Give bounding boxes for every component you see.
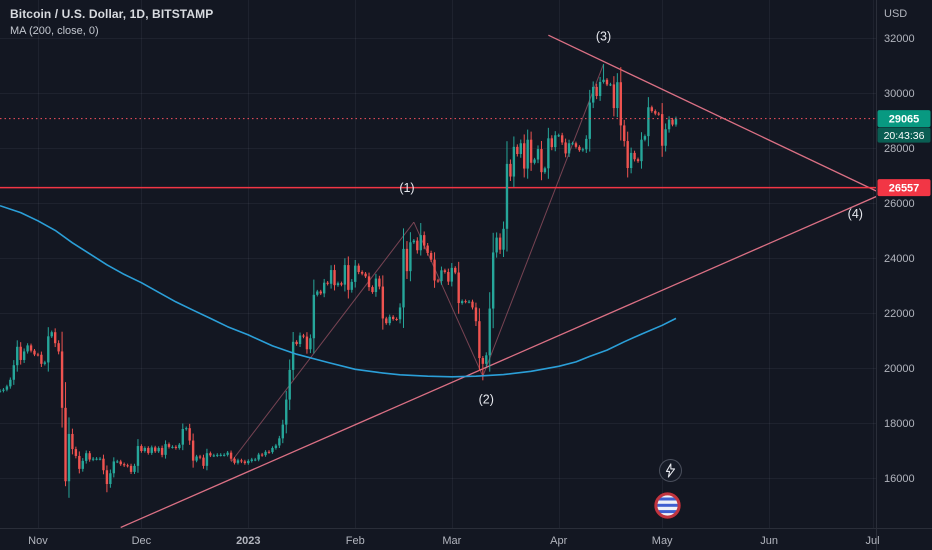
quick-trade-button[interactable]: [659, 459, 682, 482]
price-tick-label: 18000: [884, 418, 915, 430]
currency-label[interactable]: USD: [884, 8, 907, 20]
current-price-badge: 29065 20:43:36: [877, 110, 931, 143]
time-tick-label: Jun: [760, 535, 778, 547]
svg-text:(4): (4): [848, 207, 863, 221]
time-tick-label: May: [652, 535, 673, 547]
time-tick-label: Feb: [346, 535, 365, 547]
price-tick-label: 26000: [884, 198, 915, 210]
svg-text:26557: 26557: [889, 183, 920, 195]
time-tick-label: Jul: [866, 535, 880, 547]
wave-zigzag-lines[interactable]: [230, 63, 605, 463]
price-tick-label: 32000: [884, 33, 915, 45]
price-tick-label: 28000: [884, 143, 915, 155]
svg-text:(3): (3): [596, 30, 611, 44]
descending-resistance-trendline[interactable]: [548, 34, 889, 197]
price-tick-label: 30000: [884, 88, 915, 100]
broker-logo-button[interactable]: [653, 491, 682, 520]
lightning-bolt-icon: [665, 463, 676, 478]
time-tick-label: Nov: [28, 535, 48, 547]
time-axis[interactable]: Nov Dec 2023 Feb Mar Apr May Jun Jul: [28, 535, 879, 547]
candlestick-series: [0, 64, 678, 498]
alert-level-badge: 26557: [877, 179, 931, 197]
brand-roundel-icon: [654, 492, 681, 519]
svg-text:29065: 29065: [889, 114, 920, 126]
time-tick-label: Mar: [442, 535, 461, 547]
time-tick-label: Dec: [132, 535, 152, 547]
svg-text:(1): (1): [399, 181, 414, 195]
time-tick-label: Apr: [550, 535, 567, 547]
svg-text:(2): (2): [479, 393, 494, 407]
price-tick-label: 16000: [884, 473, 915, 485]
price-tick-label: 24000: [884, 253, 915, 265]
grid-lines: [0, 0, 876, 528]
ascending-support-trendline[interactable]: [120, 191, 890, 528]
price-tick-label: 20000: [884, 363, 915, 375]
countdown-timer: 20:43:36: [884, 130, 925, 142]
time-tick-label: 2023: [236, 535, 260, 547]
plot-area[interactable]: (1) (2) (3) (4): [0, 0, 890, 528]
elliott-wave-labels[interactable]: (1) (2) (3) (4): [399, 30, 863, 407]
price-tick-label: 22000: [884, 308, 915, 320]
ma-200-line: [0, 204, 677, 378]
